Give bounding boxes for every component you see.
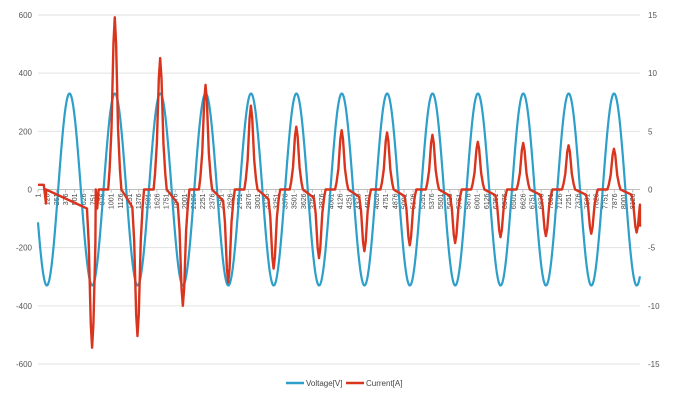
x-tick-label: 6126 — [484, 193, 491, 209]
right-tick-label: 15 — [648, 11, 657, 20]
x-tick-label: 7751 — [603, 193, 610, 209]
x-tick-label: 2376 — [209, 193, 216, 209]
x-tick-label: 7001 — [548, 193, 555, 209]
x-tick-label: 3501 — [292, 193, 299, 209]
right-tick-label: -5 — [648, 244, 656, 253]
x-tick-label: 1126 — [118, 193, 125, 208]
x-tick-label: 7626 — [594, 193, 601, 209]
x-tick-label: 2751 — [237, 193, 244, 209]
right-tick-label: -10 — [648, 302, 660, 311]
x-tick-label: 5251 — [420, 193, 427, 209]
series-line-voltage — [36, 92, 642, 287]
series-line-current — [38, 16, 642, 349]
x-tick-label: 6751 — [530, 193, 537, 209]
x-tick-label: 751 — [90, 193, 97, 205]
x-tick-label: 7251 — [566, 193, 573, 209]
x-tick-label: 2251 — [200, 193, 207, 209]
x-tick-label: 6001 — [475, 193, 482, 209]
x-tick-label: 3376 — [283, 193, 290, 209]
right-tick-label: -15 — [648, 360, 660, 369]
x-tick-label: 1 — [36, 193, 43, 197]
x-tick-label: 7376 — [575, 193, 582, 209]
right-tick-label: 5 — [648, 127, 653, 136]
x-tick-label: 5876 — [466, 193, 473, 209]
x-tick-label: 2001 — [182, 193, 189, 209]
x-tick-label: 126 — [45, 193, 52, 205]
x-tick-label: 5501 — [438, 193, 445, 209]
x-tick-label: 4126 — [337, 193, 344, 209]
legend: Voltage[V] Current[A] — [286, 379, 402, 388]
right-tick-label: 10 — [648, 69, 657, 78]
x-tick-label: 3001 — [255, 193, 262, 209]
x-tick-label: 4876 — [392, 193, 399, 209]
left-tick-label: 600 — [19, 11, 33, 20]
left-tick-label: -400 — [16, 302, 33, 311]
x-tick-label: 6626 — [520, 193, 527, 209]
left-tick-label: -200 — [16, 244, 33, 253]
x-tick-label: 1751 — [164, 193, 171, 209]
legend-item-voltage: Voltage[V] — [286, 379, 342, 388]
x-tick-label: 8001 — [621, 193, 628, 209]
x-tick-label: 4626 — [374, 193, 381, 209]
left-tick-label: -600 — [16, 360, 33, 369]
legend-label: Voltage[V] — [306, 379, 342, 388]
series-layer — [36, 16, 642, 349]
left-tick-label: 0 — [28, 186, 33, 195]
x-tick-label: 3251 — [273, 193, 280, 209]
x-tick-label: 501 — [72, 193, 79, 205]
x-tick-label: 7876 — [612, 193, 619, 209]
legend-label: Current[A] — [366, 379, 402, 388]
x-tick-label: 1001 — [109, 193, 116, 209]
x-tick-label: 1251 — [127, 193, 134, 209]
legend-item-current: Current[A] — [346, 379, 402, 388]
x-tick-label: 6501 — [511, 193, 518, 209]
left-tick-label: 200 — [19, 127, 33, 136]
x-tick-label: 4251 — [347, 193, 354, 209]
right-tick-label: 0 — [648, 186, 653, 195]
right-axis-tick-labels: -15 -10 -5 0 5 10 15 — [648, 11, 660, 369]
left-tick-label: 400 — [19, 69, 33, 78]
x-tick-label: 7126 — [557, 193, 564, 209]
x-tick-label: 2626 — [228, 193, 235, 209]
x-tick-label: 5376 — [429, 193, 436, 209]
x-tick-label: 3626 — [301, 193, 308, 209]
x-tick-label: 2876 — [246, 193, 253, 209]
x-tick-label: 626 — [81, 193, 88, 205]
x-tick-label: 1376 — [136, 193, 143, 209]
left-axis-tick-labels: -600 -400 -200 0 200 400 600 — [16, 11, 33, 369]
x-tick-label: 2126 — [191, 193, 198, 209]
x-tick-label: 1626 — [154, 193, 161, 209]
x-tick-label: 4751 — [383, 193, 390, 209]
x-tick-label: 4001 — [328, 193, 335, 209]
